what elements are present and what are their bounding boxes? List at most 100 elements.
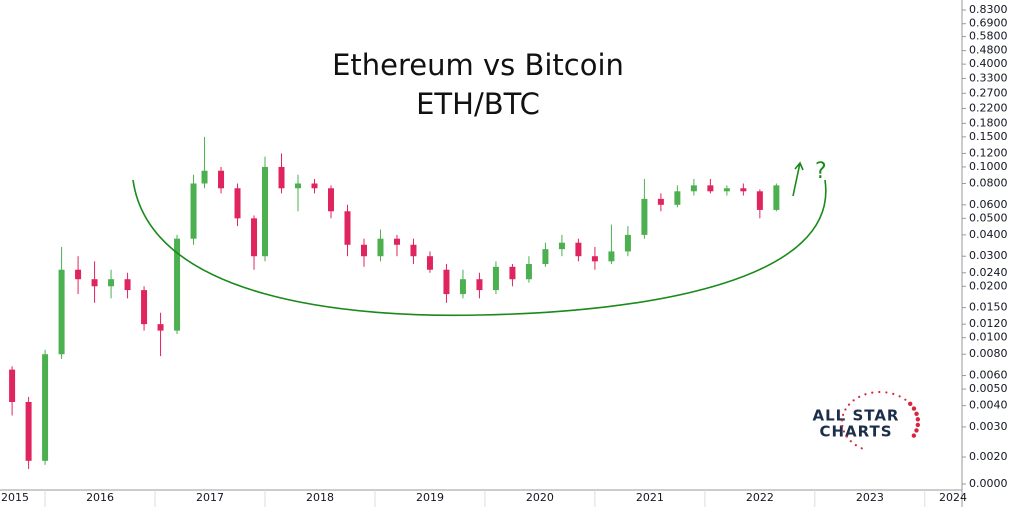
logo-dot <box>845 435 848 438</box>
x-tick-label: 2024 <box>939 491 967 504</box>
chart-title: Ethereum vs Bitcoin <box>332 48 624 82</box>
logo-dot <box>849 440 852 443</box>
logo-dot <box>911 433 917 438</box>
logo-dot <box>898 395 901 398</box>
logo-dot <box>878 390 881 394</box>
candle-body <box>641 198 648 235</box>
candle-body <box>426 256 433 270</box>
x-tick-label: 2023 <box>856 491 884 504</box>
candle-body <box>58 269 65 355</box>
candle-body <box>218 170 225 189</box>
logo-dot <box>914 411 919 416</box>
logo-dot <box>858 395 861 399</box>
y-tick-label: 0.2700 <box>969 86 1008 99</box>
logo-dot <box>864 393 867 396</box>
candle-body <box>75 269 82 280</box>
y-tick-label: 0.4000 <box>969 57 1008 70</box>
y-tick-label: 0.8300 <box>969 3 1008 16</box>
arrow <box>792 161 804 197</box>
candle-body <box>262 166 269 257</box>
candle-body <box>591 256 598 262</box>
candle-body <box>492 266 499 291</box>
y-tick-label: 0.0040 <box>969 399 1008 412</box>
candle-body <box>201 170 208 184</box>
logo-dot <box>914 428 919 433</box>
candle-body <box>674 191 681 205</box>
logo-dot <box>852 399 855 402</box>
candle-body <box>393 238 400 245</box>
logo-text: CHARTS <box>819 423 892 441</box>
logo-dot <box>854 444 857 447</box>
candle-body <box>756 191 763 210</box>
logo-dot <box>860 447 863 450</box>
y-tick-label: 0.0400 <box>969 228 1008 241</box>
logo-dot <box>885 391 888 394</box>
candle-body <box>174 238 181 331</box>
y-tick-label: 0.0200 <box>969 279 1008 292</box>
candle-body <box>42 354 49 461</box>
candle-body <box>25 402 32 461</box>
candle-body <box>91 279 98 287</box>
y-tick-label: 0.4800 <box>969 44 1008 57</box>
logo-dot <box>844 408 847 411</box>
candle-body <box>525 264 532 280</box>
logo-dot <box>911 406 917 411</box>
candle-body <box>723 188 730 192</box>
candle-body <box>443 269 450 295</box>
logo-dot <box>904 398 907 401</box>
candle-body <box>624 234 631 252</box>
x-tick-label: 2016 <box>86 491 114 504</box>
y-tick-label: 0.0300 <box>969 249 1008 262</box>
x-tick-label: 2018 <box>306 491 334 504</box>
candle-body <box>344 211 351 245</box>
logo-dot <box>842 413 845 416</box>
logo-dot <box>842 430 846 433</box>
y-tick-label: 0.1500 <box>969 130 1008 143</box>
candle-body <box>690 185 697 192</box>
y-tick-label: 0.1800 <box>969 116 1008 129</box>
y-tick-label: 0.0050 <box>969 382 1008 395</box>
x-tick-label: 2019 <box>416 491 444 504</box>
y-tick-label: 0.3300 <box>969 71 1008 84</box>
candle-body <box>124 279 131 291</box>
candle-body <box>542 249 549 265</box>
x-tick-label: 2015 <box>1 491 29 504</box>
candle-body <box>575 242 582 257</box>
y-tick-label: 0.0100 <box>969 331 1008 344</box>
candle-body <box>740 188 747 192</box>
y-tick-label: 0.1200 <box>969 146 1008 159</box>
y-tick-label: 0.5800 <box>969 30 1008 43</box>
logo-dot <box>892 392 895 395</box>
candle-body <box>311 183 318 189</box>
candle-body <box>295 183 302 189</box>
y-tick-label: 0.0030 <box>969 420 1008 433</box>
logo-dot <box>841 424 844 428</box>
candle-body <box>9 369 16 403</box>
candle-body <box>476 279 483 291</box>
chart-subtitle: ETH/BTC <box>416 87 540 121</box>
candle-body <box>234 188 241 219</box>
annotation: ? <box>815 159 827 184</box>
y-tick-label: 0.0120 <box>969 317 1008 330</box>
y-tick-label: 0.0500 <box>969 211 1008 224</box>
logo-dot <box>847 403 851 406</box>
candle-body <box>707 185 714 192</box>
y-tick-label: 0.0060 <box>969 369 1008 382</box>
y-tick-label: 0.0020 <box>969 450 1008 463</box>
y-tick-label: 0.0150 <box>969 301 1008 314</box>
logo-dot <box>840 419 844 422</box>
y-tick-label: 0.1000 <box>969 160 1008 173</box>
logo-dot <box>915 417 921 422</box>
logo: ALL STAR CHARTS <box>813 390 921 450</box>
y-tick-label: 0.0800 <box>969 176 1008 189</box>
candle-body <box>190 183 197 239</box>
candle-body <box>141 290 148 325</box>
x-tick-label: 2022 <box>746 491 774 504</box>
candle-body <box>657 198 664 205</box>
y-tick-label: 0.0000 <box>969 477 1008 490</box>
logo-dot <box>871 391 874 394</box>
candle-body <box>459 279 466 295</box>
candle-body <box>360 244 367 257</box>
